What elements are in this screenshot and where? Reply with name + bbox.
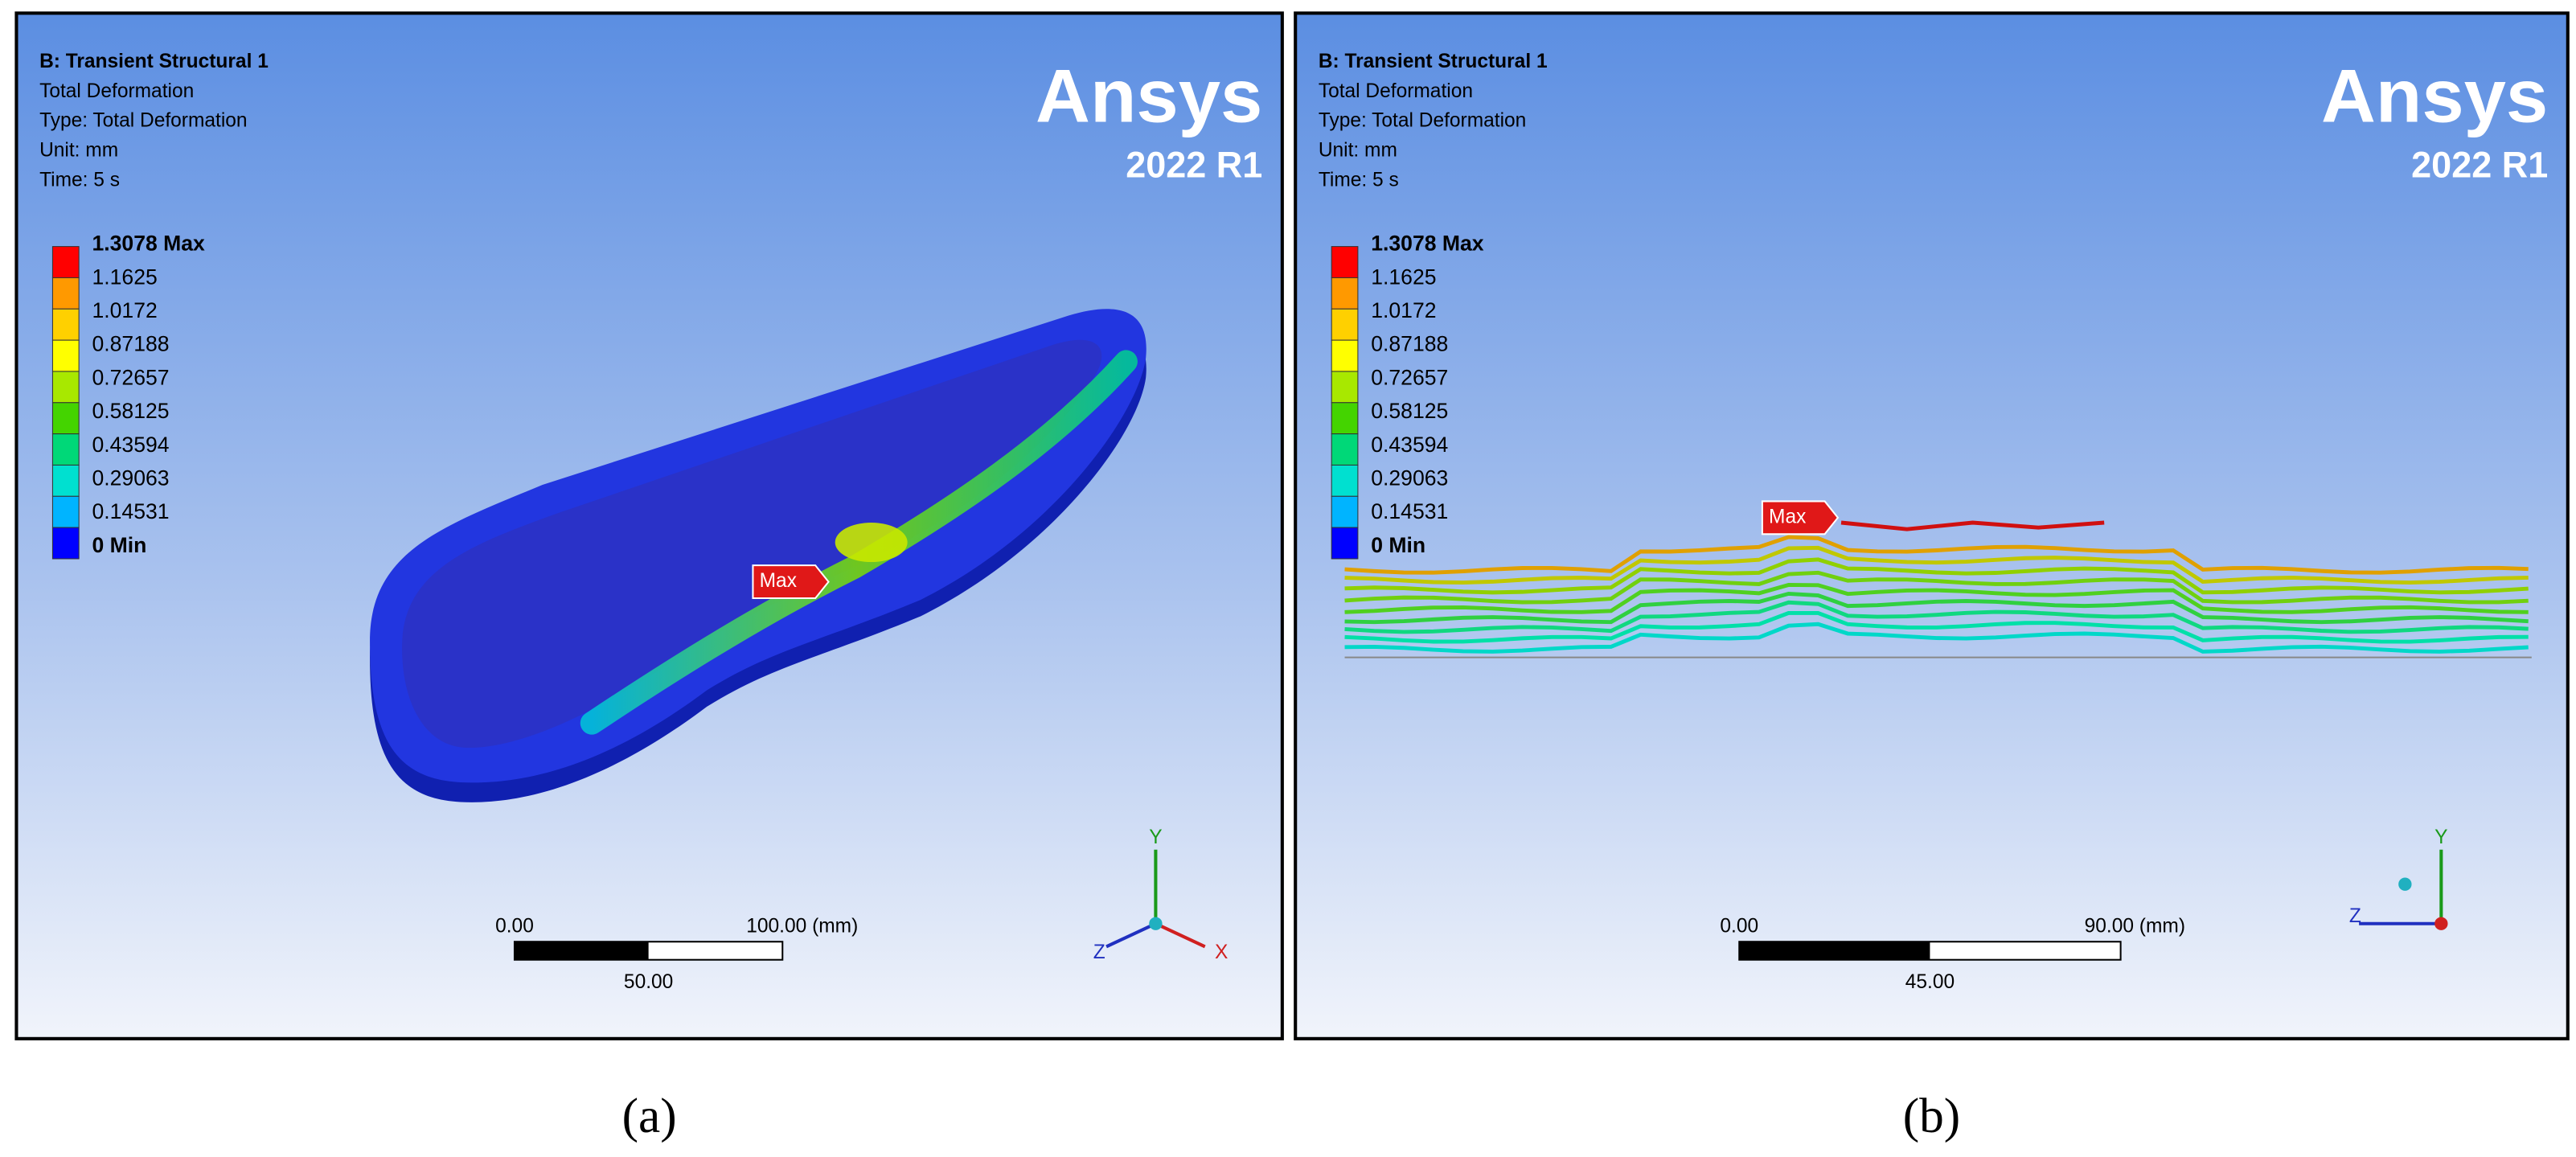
legend-label: 1.1625 [1371, 265, 1436, 289]
scale-mid: 50.00 [624, 971, 673, 993]
axis-y-label: Y [1149, 827, 1162, 848]
legend-label: 1.3078 Max [92, 232, 206, 256]
contour-line [1344, 570, 2529, 605]
legend-label: 1.0172 [92, 298, 158, 322]
contour-line [1344, 610, 2529, 644]
viewport-panel: B: Transient Structural 1 Total Deformati… [14, 11, 1284, 1040]
caption: (b) [1903, 1089, 1961, 1143]
axis-z-label: Z [2349, 905, 2361, 927]
legend-label: 0.72657 [1371, 365, 1448, 389]
scale-mid: 45.00 [1905, 971, 1955, 993]
axis-z-label: Z [1093, 942, 1105, 963]
legend-label: 1.1625 [92, 265, 158, 289]
legend-swatch [1331, 308, 1359, 341]
header-line: Total Deformation [39, 80, 194, 102]
legend-swatch [51, 433, 80, 466]
legend-label: 0 Min [1371, 533, 1425, 557]
contour-line [1344, 583, 2529, 614]
legend-swatch [51, 371, 80, 404]
legend-label: 0.72657 [92, 365, 170, 389]
header-line: Type: Total Deformation [39, 110, 247, 132]
scale-bar-fill [514, 942, 649, 960]
header-line: Unit: mm [39, 140, 118, 162]
logo-name: Ansys [1036, 54, 1262, 138]
legend-swatch [1331, 495, 1359, 528]
caption: (a) [622, 1089, 677, 1143]
legend-label: 1.3078 Max [1371, 232, 1484, 256]
contour-line-max [1840, 520, 2105, 531]
logo-version: 2022 R1 [1126, 144, 1262, 185]
probe-label: Max [1769, 506, 1806, 527]
legend-label: 0.58125 [92, 399, 170, 423]
logo-name: Ansys [2321, 54, 2548, 138]
legend-label: 1.0172 [1371, 298, 1436, 322]
scale-start: 0.00 [1720, 915, 1758, 937]
scale-start: 0.00 [495, 915, 534, 937]
axis-x [1155, 921, 1206, 949]
legend-swatch [1331, 527, 1359, 560]
legend-swatch [1331, 402, 1359, 435]
header-line: Time: 5 s [39, 169, 120, 191]
legend-label: 0.29063 [92, 466, 170, 490]
legend-swatch [1331, 464, 1359, 497]
viewport-panel: B: Transient Structural 1 Total Deformati… [1294, 11, 2570, 1040]
contour-line [1344, 591, 2529, 625]
legend-swatch [1331, 277, 1359, 310]
probe-tag [1761, 500, 1840, 535]
scale-end: 100.00 (mm) [746, 915, 858, 937]
model-band [580, 350, 1138, 735]
legend-label: 0.29063 [1371, 466, 1448, 490]
legend-swatch [1331, 339, 1359, 372]
legend-swatch [51, 308, 80, 341]
legend-swatch [51, 277, 80, 310]
logo-version: 2022 R1 [2411, 144, 2548, 185]
legend-swatch [51, 495, 80, 528]
header-title: B: Transient Structural 1 [1319, 51, 1548, 72]
legend-swatch [51, 464, 80, 497]
scale-bar-fill [1739, 942, 1930, 960]
legend-label: 0.58125 [1371, 399, 1448, 423]
header-line: Unit: mm [1319, 140, 1397, 162]
axis-y-label: Y [2434, 827, 2447, 848]
legend-label: 0.87188 [92, 332, 170, 356]
axis-marker [2398, 877, 2412, 891]
legend-label: 0.14531 [92, 499, 170, 523]
legend-swatch [51, 527, 80, 560]
header-line: Time: 5 s [1319, 169, 1399, 191]
legend-swatch [1331, 246, 1359, 278]
axis-origin [2434, 917, 2448, 930]
contour-line [1344, 535, 2529, 575]
model-inner [402, 339, 1102, 749]
legend-swatch [51, 339, 80, 372]
legend-label: 0.43594 [92, 433, 170, 457]
axis-origin [1149, 917, 1163, 930]
header-title: B: Transient Structural 1 [39, 51, 269, 72]
legend-swatch [51, 246, 80, 278]
legend-label: 0.14531 [1371, 499, 1448, 523]
legend-swatch [1331, 433, 1359, 466]
header-line: Total Deformation [1319, 80, 1473, 102]
probe-tag [752, 564, 830, 600]
header-line: Type: Total Deformation [1319, 110, 1526, 132]
model-hotspot [835, 523, 908, 563]
probe-label: Max [760, 570, 797, 592]
contour-line [1344, 545, 2529, 585]
legend-swatch [51, 402, 80, 435]
contour-line [1344, 557, 2529, 595]
contour-line [1344, 622, 2529, 654]
legend-label: 0.43594 [1371, 433, 1448, 457]
contour-line [1344, 600, 2529, 634]
legend-label: 0 Min [92, 533, 147, 557]
axis-z [1105, 921, 1157, 949]
legend-label: 0.87188 [1371, 332, 1448, 356]
legend-swatch [1331, 371, 1359, 404]
axis-x-label: X [1215, 942, 1228, 963]
scale-end: 90.00 (mm) [2085, 915, 2185, 937]
